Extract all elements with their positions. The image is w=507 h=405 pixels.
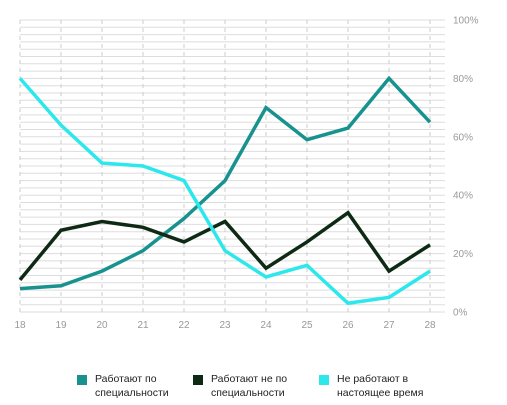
legend-item-series-2: Не работают в настоящее время xyxy=(319,372,432,400)
legend-swatch-series-0 xyxy=(77,375,87,385)
x-tick-label-10: 28 xyxy=(424,320,436,331)
series-line-1 xyxy=(18,210,431,281)
x-tick-label-0: 18 xyxy=(14,320,26,331)
y-tick-label-1: 20% xyxy=(453,249,473,260)
x-tick-label-1: 19 xyxy=(55,320,67,331)
y-tick-label-0: 0% xyxy=(453,308,468,319)
legend-item-series-0: Работают по специальности xyxy=(77,372,190,400)
series-line-2 xyxy=(18,77,431,306)
x-tick-label-6: 24 xyxy=(260,320,272,331)
y-tick-label-4: 80% xyxy=(453,74,473,85)
legend-label-series-0: Работают по специальности xyxy=(95,373,169,399)
legend-swatch-series-1 xyxy=(193,375,203,385)
legend: Работают по специальности Работают не по… xyxy=(0,372,507,405)
x-tick-label-7: 25 xyxy=(301,320,313,331)
y-tick-label-3: 60% xyxy=(453,132,473,143)
x-tick-label-4: 22 xyxy=(178,320,190,331)
series-lines xyxy=(18,75,432,306)
legend-swatch-series-2 xyxy=(319,375,329,385)
y-axis-tick-labels: 0% 20% 40% 60% 80% 100% xyxy=(453,16,479,319)
x-tick-label-9: 27 xyxy=(383,320,395,331)
x-tick-label-5: 23 xyxy=(219,320,231,331)
legend-label-series-2: Не работают в настоящее время xyxy=(337,373,424,399)
x-axis-tick-labels: 18 19 20 21 22 23 24 25 26 27 28 xyxy=(14,320,436,331)
legend-label-series-1: Работают не по специальности xyxy=(211,373,288,399)
y-tick-label-5: 100% xyxy=(453,16,479,27)
x-tick-label-2: 20 xyxy=(96,320,108,331)
x-tick-label-8: 26 xyxy=(342,320,354,331)
y-tick-label-2: 40% xyxy=(453,191,473,202)
series-line-0 xyxy=(19,75,432,291)
x-tick-label-3: 21 xyxy=(137,320,149,331)
legend-item-series-1: Работают не по специальности xyxy=(193,372,306,400)
